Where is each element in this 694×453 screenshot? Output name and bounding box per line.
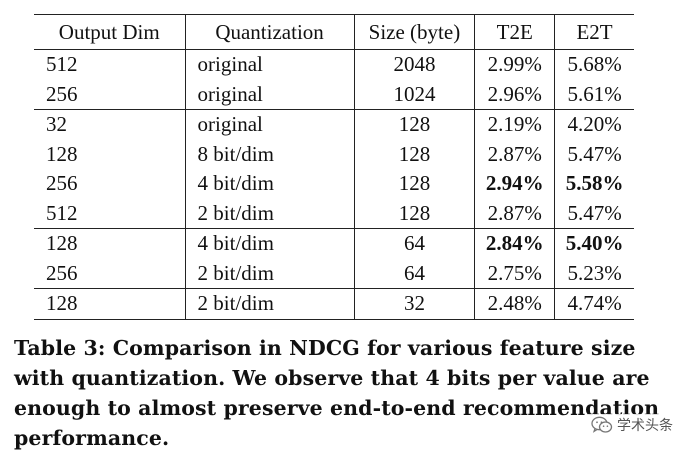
- table-body: 512 original 2048 2.99% 5.68% 256 original 1024…: [34, 49, 634, 320]
- cell-size: 64: [353, 258, 475, 289]
- cell-quantization: 2 bit/dim: [184, 288, 355, 320]
- cell-output-dim: 128: [34, 288, 186, 320]
- cell-size: 128: [353, 139, 475, 169]
- column-header-size: Size (byte): [353, 14, 475, 50]
- column-header-output-dim: Output Dim: [34, 14, 186, 50]
- watermark-text: 学术头条: [617, 418, 673, 434]
- cell-quantization: 4 bit/dim: [184, 228, 355, 259]
- cell-t2e: 2.87%: [474, 198, 555, 229]
- table-row: 128 4 bit/dim 64 2.84% 5.40%: [34, 228, 634, 259]
- cell-size: 2048: [353, 49, 475, 80]
- cell-quantization: 2 bit/dim: [184, 258, 355, 289]
- cell-e2t: 5.61%: [554, 79, 634, 110]
- table-row: 256 2 bit/dim 64 2.75% 5.23%: [34, 258, 634, 289]
- cell-size: 128: [353, 169, 475, 199]
- table-header-row: Output Dim Quantization Size (byte) T2E …: [34, 14, 634, 50]
- cell-e2t: 5.47%: [554, 139, 634, 169]
- table-row: 512 original 2048 2.99% 5.68%: [34, 49, 634, 80]
- cell-quantization: original: [184, 109, 355, 140]
- cell-size: 64: [353, 228, 475, 259]
- cell-output-dim: 256: [46, 171, 78, 196]
- cell-e2t: 5.58%: [554, 169, 634, 199]
- table-row: 128 2 bit/dim 32 2.48% 4.74%: [34, 288, 634, 320]
- cell-t2e: 2.87%: [474, 139, 555, 169]
- table-row: 256 original 1024 2.96% 5.61%: [34, 79, 634, 110]
- cell-e2t: 5.23%: [554, 258, 634, 289]
- table-row: 128 8 bit/dim 128 2.87% 5.47%: [34, 139, 634, 169]
- cell-e2t: 4.74%: [554, 288, 634, 320]
- cell-output-dim: 256: [46, 260, 78, 285]
- cell-quantization: 8 bit/dim: [184, 139, 355, 169]
- cell-output-dim: 256: [46, 81, 78, 106]
- results-table: Output Dim Quantization Size (byte) T2E …: [34, 14, 634, 320]
- table-row: 32 original 128 2.19% 4.20%: [34, 109, 634, 140]
- column-header-quantization: Quantization: [184, 14, 355, 50]
- cell-t2e: 2.96%: [474, 79, 555, 110]
- cell-e2t: 5.47%: [554, 198, 634, 229]
- cell-e2t: 5.68%: [554, 49, 634, 80]
- table-row: 512 2 bit/dim 128 2.87% 5.47%: [34, 198, 634, 229]
- cell-t2e: 2.94%: [474, 169, 555, 199]
- cell-t2e: 2.84%: [474, 228, 555, 259]
- cell-output-dim: 128: [34, 228, 186, 259]
- cell-quantization: original: [184, 49, 355, 80]
- cell-quantization: 2 bit/dim: [184, 198, 355, 229]
- cell-t2e: 2.99%: [474, 49, 555, 80]
- cell-t2e: 2.19%: [474, 109, 555, 140]
- cell-quantization: 4 bit/dim: [184, 169, 355, 199]
- results-table-container: Output Dim Quantization Size (byte) T2E …: [34, 14, 634, 320]
- cell-size: 32: [353, 288, 475, 320]
- column-header-t2e: T2E: [474, 14, 555, 50]
- table-row: 256 4 bit/dim 128 2.94% 5.58%: [34, 169, 634, 199]
- cell-output-dim: 512: [46, 52, 78, 77]
- cell-t2e: 2.75%: [474, 258, 555, 289]
- cell-t2e: 2.48%: [474, 288, 555, 320]
- cell-e2t: 4.20%: [554, 109, 634, 140]
- wechat-icon: [591, 416, 613, 433]
- cell-e2t: 5.40%: [554, 228, 634, 259]
- cell-output-dim: 128: [46, 141, 78, 166]
- cell-quantization: original: [184, 79, 355, 110]
- cell-output-dim: 512: [46, 200, 78, 225]
- cell-size: 128: [353, 109, 475, 140]
- watermark: 学术头条: [588, 414, 676, 436]
- cell-size: 128: [353, 198, 475, 229]
- cell-output-dim: 32: [34, 109, 186, 140]
- cell-size: 1024: [353, 79, 475, 110]
- column-header-e2t: E2T: [554, 14, 634, 50]
- table-caption: Table 3: Comparison in NDCG for various …: [14, 336, 660, 450]
